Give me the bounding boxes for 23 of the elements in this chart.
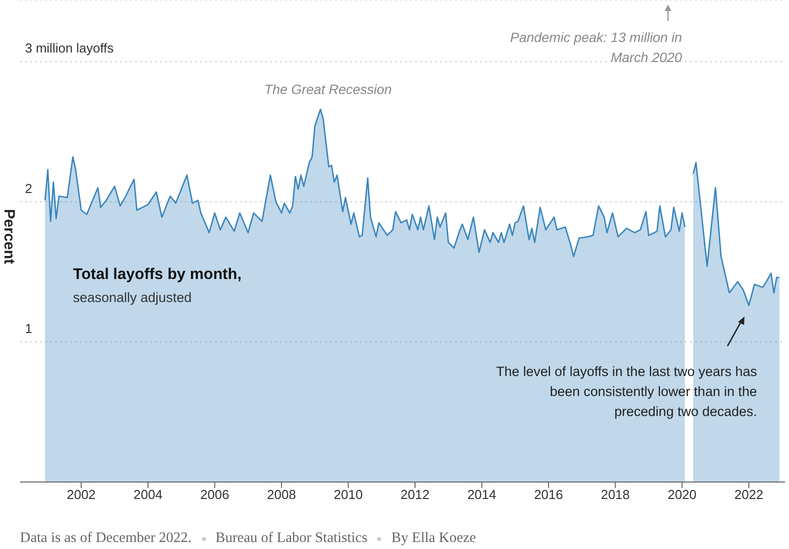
x-tick-label: 2004 [134, 487, 162, 502]
text: Total layoffs by month, [73, 266, 242, 284]
x-tick-label: 2006 [200, 487, 230, 502]
x-tick-label: 2020 [668, 487, 697, 502]
x-tick-label: 2018 [600, 487, 630, 502]
annotation: The Great Recession [263, 81, 393, 99]
x-tick-label: 2002 [66, 487, 96, 502]
text: Data is as of December 2022. [20, 530, 192, 546]
x-tick-label: 2008 [267, 487, 296, 502]
x-tick-label: 2016 [534, 487, 564, 502]
x-tick-label: 2012 [400, 487, 430, 502]
annotation: The level of layoffs in the last two years has been consistently lower than in the preceding two decades. [495, 363, 757, 421]
text: By Ella Koeze [391, 530, 476, 546]
text: seasonally adjusted [73, 290, 192, 305]
y-tick-label: 3 million layoffs [25, 40, 114, 56]
text: Bureau of Labor Statistics [216, 530, 368, 546]
y-tick-label: 2 [25, 180, 32, 196]
x-tick-label: 2022 [734, 487, 764, 502]
y-tick-label: 1 [25, 320, 32, 336]
annotation: Pandemic peak: 13 million in March 2020 [509, 29, 682, 67]
y-axis-title: Percent [0, 208, 18, 266]
x-tick-label: 2010 [334, 487, 363, 502]
x-tick-label: 2014 [467, 487, 496, 502]
